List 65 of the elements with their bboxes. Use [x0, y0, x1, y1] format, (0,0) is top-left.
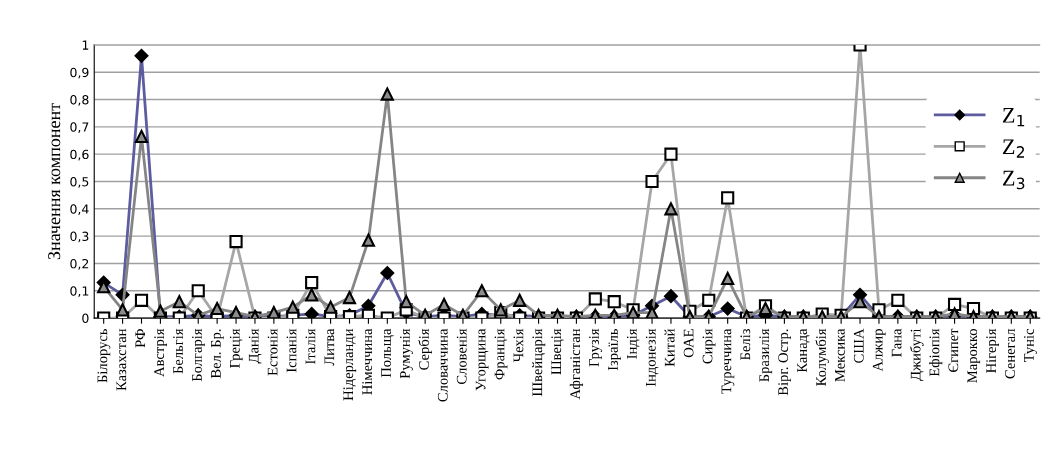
y-tick-label: 0,5 [70, 176, 89, 188]
x-tick-label: Румунія [400, 328, 413, 379]
x-tick-label: Джибуті [909, 328, 924, 381]
legend-label: Z$_{1}$ [1002, 108, 1025, 127]
x-tick-label: Індонезія [645, 328, 659, 387]
x-tick-label: Туніс [1024, 328, 1037, 363]
x-tick-label: Бельгія [173, 328, 183, 374]
y-tick-label: 0,6 [70, 149, 89, 161]
x-tick-label: Колумбія [815, 328, 830, 386]
x-tick-label: Білорусь [97, 328, 111, 383]
x-tick-label: Сербія [418, 328, 432, 370]
x-tick-label: Канада [797, 328, 810, 373]
y-tick-label: 0,2 [70, 258, 89, 270]
y-tick-label: 1 [82, 40, 89, 50]
x-tick-label: Афганістан [569, 328, 584, 400]
y-tick-label: 0,1 [70, 286, 89, 297]
x-tick-label: Єгипет [948, 328, 959, 372]
x-tick-label: Польща [381, 328, 394, 378]
x-tick-label: Марокко [967, 329, 981, 383]
x-tick-label: Словенія [456, 328, 467, 385]
x-tick-label: Сенегал [1005, 328, 1015, 379]
x-tick-label: Туреччина [721, 328, 735, 394]
x-tick-label: Китай [664, 328, 675, 367]
x-tick-label: Казахстан [116, 328, 127, 391]
y-tick-label: 0,9 [70, 67, 89, 79]
x-tick-label: Ефіопія [929, 328, 943, 377]
x-tick-label: Індія [626, 328, 640, 359]
x-tick-label: Угорщина [475, 328, 489, 391]
x-tick-label: Грузія [589, 328, 602, 367]
x-tick-label: ОАЕ [683, 329, 694, 358]
x-tick-label: Греція [229, 328, 243, 368]
x-tick-label: Алжир [872, 329, 886, 372]
x-tick-label: Данія [248, 328, 262, 364]
x-tick-label: Литва [324, 328, 335, 366]
x-tick-label: Швеція [551, 328, 564, 375]
x-tick-label: Ізраїль [608, 328, 621, 371]
x-tick-label: Чехія [513, 328, 524, 363]
x-tick-label: Сирія [702, 328, 716, 364]
x-tick-label: Австрія [154, 328, 168, 377]
x-tick-label: Естонія [267, 328, 278, 376]
legend-label: Z$_{2}$ [1002, 139, 1025, 158]
x-tick-label: Бразилія [759, 328, 773, 382]
x-tick-label: Швейцарія [532, 328, 546, 397]
x-tick-label: Нігерія [986, 328, 1000, 373]
x-tick-label: Німеччина [362, 328, 373, 395]
y-tick-label: 0,3 [70, 231, 89, 243]
x-tick-label: РФ [135, 329, 146, 348]
x-tick-label: Нідерланди [343, 328, 357, 401]
x-tick-label: США [853, 328, 864, 363]
x-tick-label: Італія [305, 328, 316, 365]
x-tick-label: Словаччина [437, 328, 448, 402]
x-tick-label: Франція [494, 328, 508, 380]
x-tick-label: Іспанія [286, 328, 297, 373]
y-tick-label: 0 [82, 313, 89, 324]
x-tick-label: Вел. Бр. [211, 329, 224, 379]
x-tick-label: Гана [891, 328, 902, 357]
y-axis-title: Значення компонент [48, 103, 61, 260]
legend-label: Z$_{3}$ [1002, 170, 1025, 190]
y-tick-label: 0,7 [70, 122, 89, 134]
y-tick-label: 0,8 [70, 95, 89, 106]
y-tick-label: 0,4 [70, 204, 89, 216]
x-tick-label: Болгарія [192, 328, 205, 382]
x-tick-label: Вірг. Остр. [778, 329, 792, 396]
x-tick-label: Мексика [835, 328, 845, 382]
x-tick-label: Беліз [740, 328, 751, 361]
